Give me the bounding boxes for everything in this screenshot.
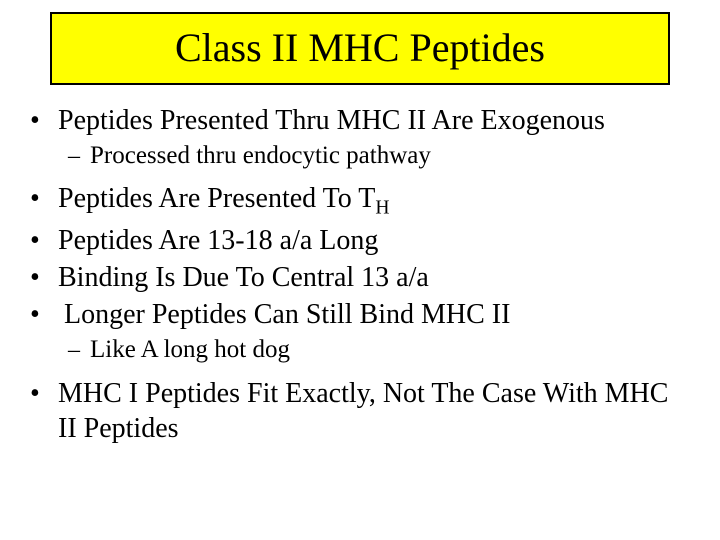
bullet-item: • MHC I Peptides Fit Exactly, Not The Ca… (30, 376, 690, 446)
bullet-prefix: Peptides Are Presented To T (58, 183, 375, 214)
bullet-marker: • (30, 104, 58, 138)
bullet-marker: • (30, 182, 58, 216)
bullet-item: • Peptides Presented Thru MHC II Are Exo… (30, 103, 690, 138)
bullet-text: Peptides Are 13-18 a/a Long (58, 223, 378, 258)
title-box: Class II MHC Peptides (50, 12, 670, 85)
bullet-text: Binding Is Due To Central 13 a/a (58, 260, 429, 295)
bullet-text: Longer Peptides Can Still Bind MHC II (58, 297, 510, 332)
sub-bullet-item: – Like A long hot dog (68, 334, 690, 365)
bullet-text: MHC I Peptides Fit Exactly, Not The Case… (58, 376, 690, 446)
bullet-marker: • (30, 377, 58, 411)
page-title: Class II MHC Peptides (52, 24, 668, 71)
bullet-text: Peptides Presented Thru MHC II Are Exoge… (58, 103, 605, 138)
dash-marker: – (68, 336, 90, 365)
bullet-item: • Peptides Are 13-18 a/a Long (30, 223, 690, 258)
bullet-marker: • (30, 261, 58, 295)
sub-bullet-text: Processed thru endocytic pathway (90, 140, 431, 171)
bullet-text: Peptides Are Presented To TH (58, 181, 390, 221)
bullet-item: • Peptides Are Presented To TH (30, 181, 690, 221)
bullet-marker: • (30, 298, 58, 332)
subscript-h: H (375, 198, 389, 219)
sub-bullet-item: – Processed thru endocytic pathway (68, 140, 690, 171)
bullet-item: • Binding Is Due To Central 13 a/a (30, 260, 690, 295)
bullet-marker: • (30, 224, 58, 258)
bullet-item: • Longer Peptides Can Still Bind MHC II (30, 297, 690, 332)
sub-bullet-text: Like A long hot dog (90, 334, 290, 365)
dash-marker: – (68, 142, 90, 171)
